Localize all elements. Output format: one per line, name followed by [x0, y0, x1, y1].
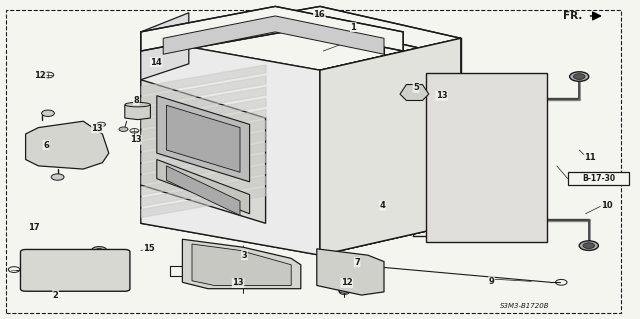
Circle shape [339, 287, 350, 293]
Text: 7: 7 [355, 258, 360, 267]
Polygon shape [166, 166, 240, 215]
Circle shape [237, 283, 249, 288]
Circle shape [151, 64, 163, 70]
Circle shape [92, 247, 107, 254]
Text: 17: 17 [28, 223, 40, 232]
Circle shape [319, 21, 328, 25]
Polygon shape [141, 6, 461, 57]
Text: 13: 13 [232, 278, 244, 287]
Circle shape [95, 249, 103, 252]
Text: 11: 11 [584, 153, 596, 162]
Text: FR.: FR. [563, 11, 582, 21]
Polygon shape [320, 38, 461, 255]
Text: 10: 10 [601, 201, 612, 210]
Polygon shape [182, 239, 301, 289]
Text: 15: 15 [143, 244, 155, 253]
Text: S3M3-B1720B: S3M3-B1720B [500, 303, 550, 309]
Text: B-17-30: B-17-30 [582, 174, 615, 183]
Polygon shape [141, 80, 266, 223]
Text: 5: 5 [413, 83, 419, 92]
Text: 6: 6 [43, 141, 49, 150]
FancyBboxPatch shape [20, 249, 130, 291]
Polygon shape [317, 249, 384, 295]
Text: 12: 12 [35, 71, 46, 80]
Text: 13: 13 [130, 135, 141, 144]
Polygon shape [141, 6, 403, 51]
Polygon shape [26, 121, 109, 169]
Text: 1: 1 [350, 23, 356, 32]
Text: 8: 8 [134, 96, 139, 105]
Ellipse shape [125, 102, 150, 107]
Circle shape [570, 72, 589, 81]
Polygon shape [141, 13, 189, 80]
Polygon shape [157, 96, 250, 182]
Text: Up: Up [78, 269, 88, 278]
Bar [426, 73, 547, 242]
Polygon shape [163, 16, 384, 54]
Polygon shape [320, 38, 461, 255]
Circle shape [51, 174, 64, 180]
Text: 14: 14 [150, 58, 162, 67]
Polygon shape [141, 38, 320, 255]
Circle shape [42, 110, 54, 116]
Text: 2: 2 [52, 291, 59, 300]
Polygon shape [157, 160, 250, 214]
Text: 16: 16 [314, 10, 325, 19]
Circle shape [119, 127, 128, 131]
FancyBboxPatch shape [568, 172, 629, 185]
Text: 4: 4 [380, 201, 386, 210]
Text: 12: 12 [341, 278, 353, 287]
Text: 13: 13 [92, 124, 103, 133]
Circle shape [579, 241, 598, 250]
Polygon shape [125, 104, 150, 120]
Text: 3: 3 [242, 251, 247, 260]
Circle shape [583, 243, 595, 249]
Polygon shape [192, 244, 291, 286]
Circle shape [315, 19, 332, 27]
Polygon shape [166, 105, 240, 172]
Circle shape [433, 95, 444, 100]
Text: 13: 13 [436, 91, 447, 100]
Polygon shape [400, 85, 429, 100]
Text: 9: 9 [489, 277, 494, 286]
Circle shape [145, 61, 168, 73]
Circle shape [573, 74, 585, 79]
